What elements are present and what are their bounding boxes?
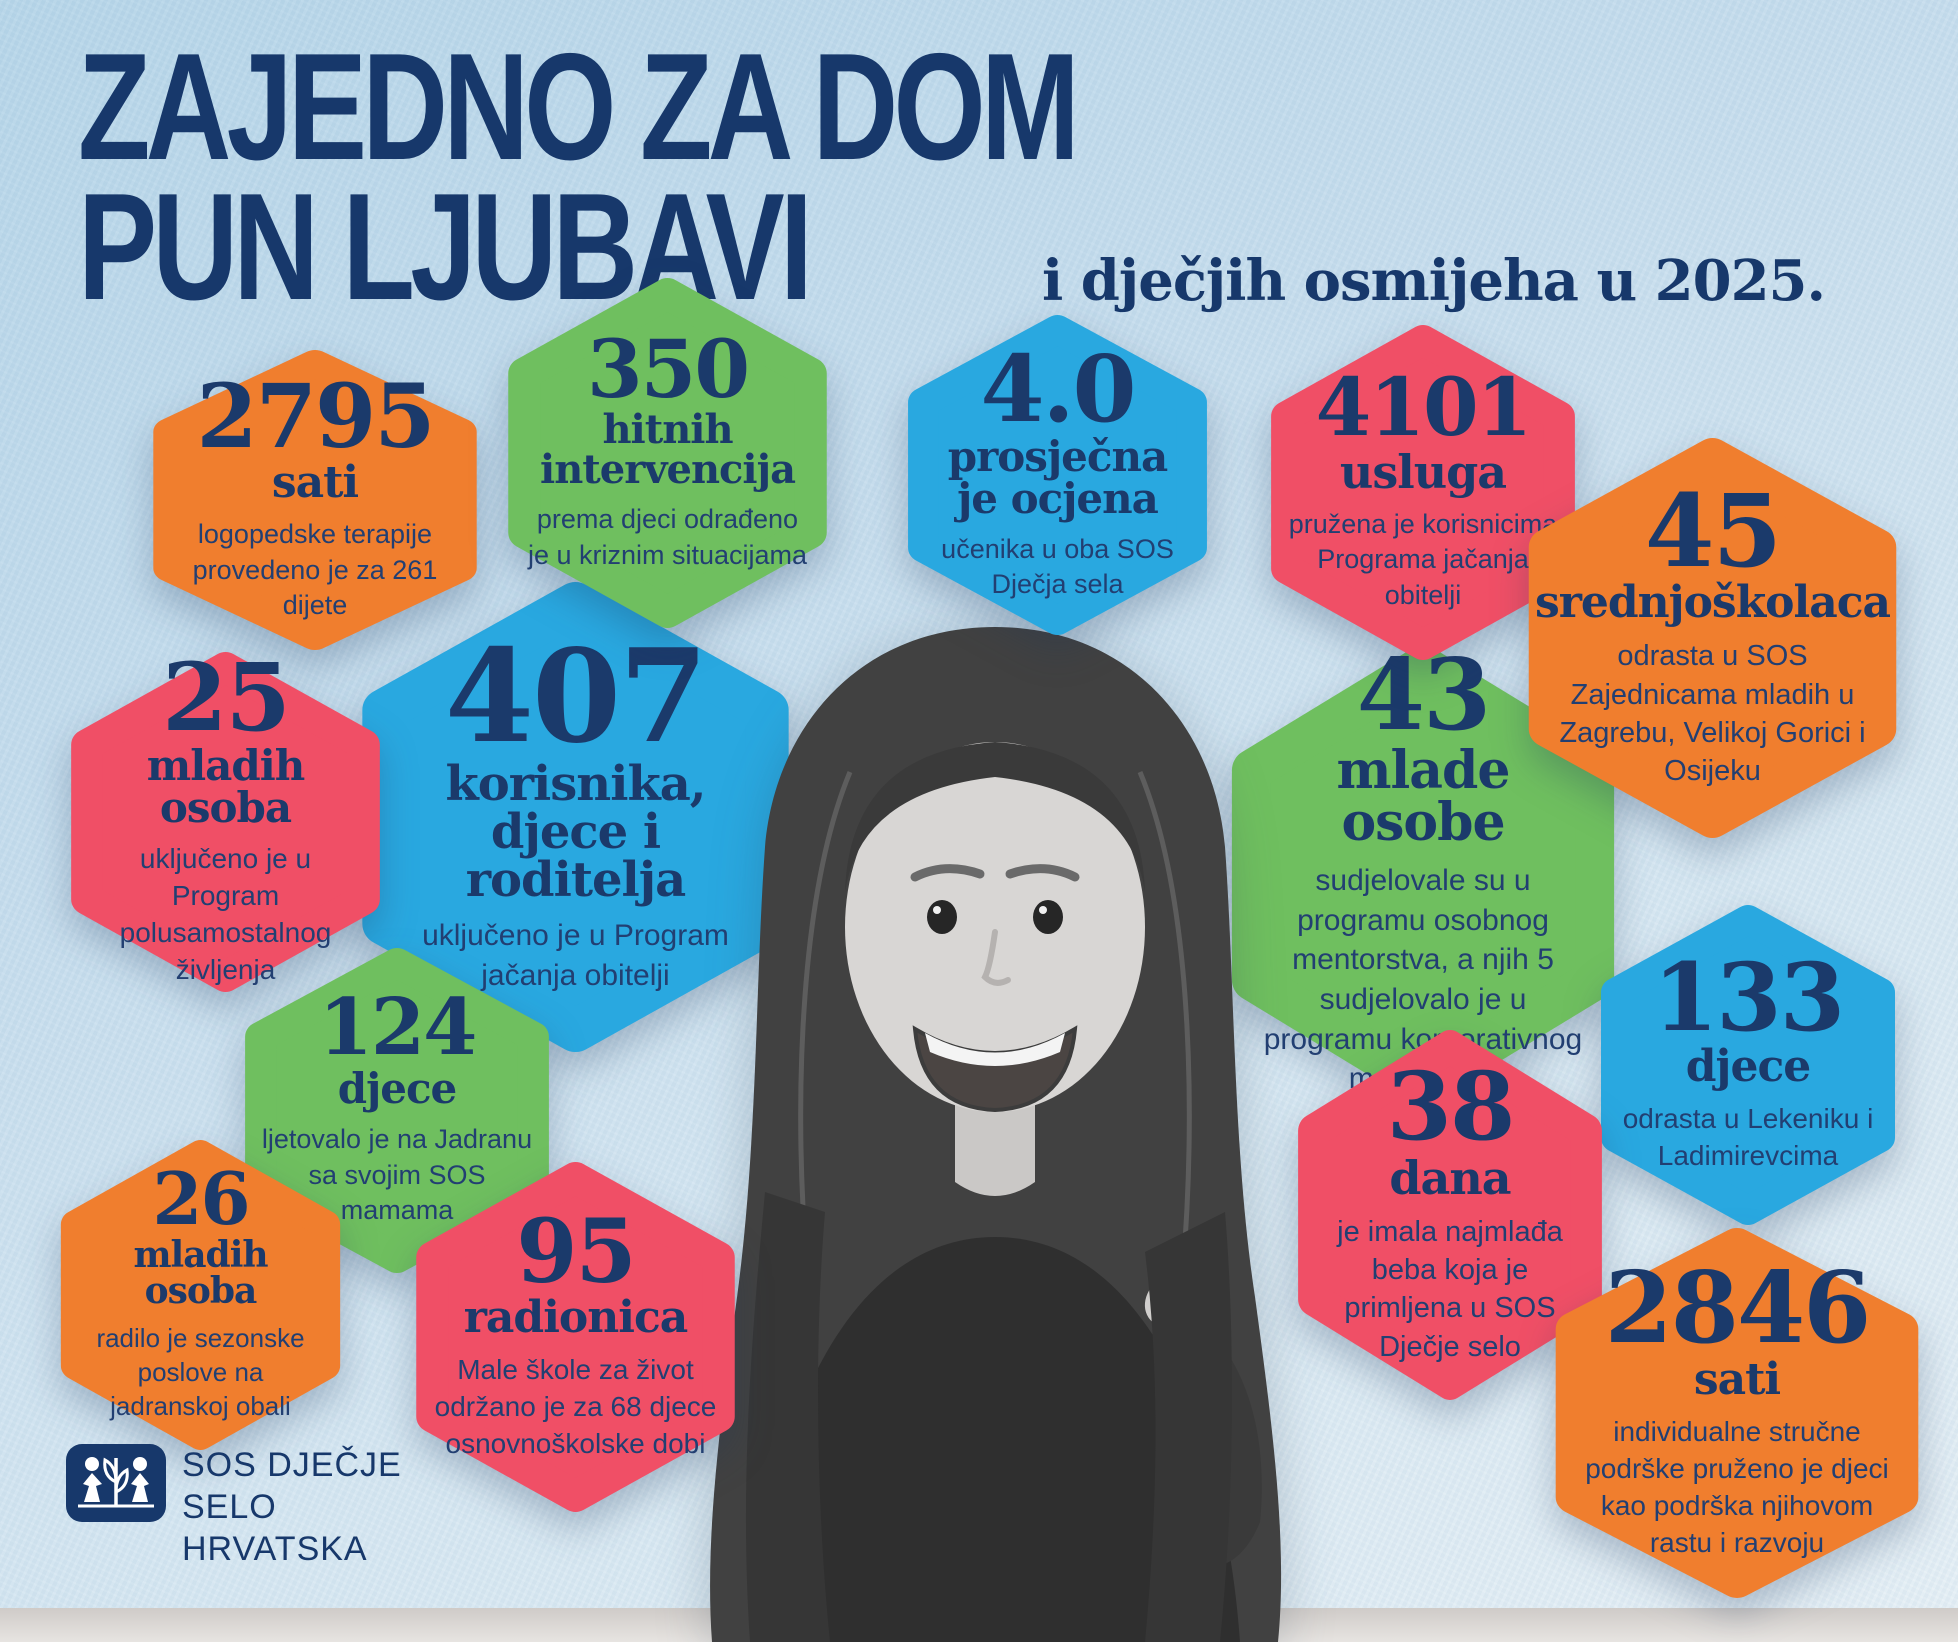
stat-label: dana <box>1389 1150 1511 1205</box>
stat-value: 45 <box>1644 472 1782 591</box>
stat-label: usluga <box>1339 444 1507 499</box>
hexagon-shape <box>71 652 380 992</box>
stat-description: učenika u oba SOS Dječja sela <box>941 533 1174 600</box>
stat-value: 407 <box>444 621 708 772</box>
stat-description: uključeno je u Program polusamostalnog ž… <box>119 843 332 986</box>
stat-hexagon-25-mladih-osoba: 25 mladih osoba uključeno je u Program p… <box>68 642 383 992</box>
stat-value: 38 <box>1386 1052 1516 1163</box>
stat-description: je imala najmlađa beba koja je primljena… <box>1337 1215 1563 1363</box>
stat-description: ljetovalo je na Jadranu sa svojim SOS ma… <box>261 1123 533 1226</box>
stat-label: radionica <box>463 1292 689 1344</box>
hexagon-shape <box>60 1140 341 1450</box>
stat-value: 26 <box>152 1156 250 1242</box>
hexagon-shape <box>1271 325 1575 660</box>
stat-label: srednjoškolaca <box>1534 577 1891 629</box>
stat-description: uključeno je u Program jačanja obitelji <box>422 919 729 992</box>
stat-hexagon-407-korisnika: 407 korisnika, djece i roditelja uključe… <box>358 582 793 1052</box>
hexagon-shape <box>245 948 549 1273</box>
stat-label: mladih osoba <box>133 1233 268 1312</box>
stat-label: djece <box>1685 1041 1811 1093</box>
stat-description: Male škole za život održano je za 68 dje… <box>434 1354 717 1459</box>
stat-hexagon-350-intervencija: 350 hitnih intervencija prema djeci odra… <box>505 278 830 628</box>
stat-value: 43 <box>1356 638 1491 754</box>
stat-value: 133 <box>1652 942 1845 1053</box>
logo-text-line-1: SOS DJEČJE <box>182 1446 402 1484</box>
stat-hexagon-2846-sati: 2846 sati individualne stručne podrške p… <box>1552 1228 1922 1598</box>
hexagon-shape <box>508 278 827 628</box>
stat-value: 4.0 <box>980 335 1136 444</box>
hexagon-shape <box>1601 905 1895 1225</box>
hexagon-shape <box>1528 438 1897 838</box>
logo-text: SOS DJEČJE SELO HRVATSKA <box>182 1444 402 1570</box>
stat-label: sati <box>271 457 359 509</box>
stat-label: prosječna je ocjena <box>947 431 1168 523</box>
stat-hexagon-4101-usluga: 4101 usluga pružena je korisnicima Progr… <box>1268 325 1578 660</box>
hexagon-shape <box>416 1162 735 1512</box>
stat-description: odrasta u SOS Zajednicama mladih u Zagre… <box>1559 640 1866 788</box>
logo-text-line-2: SELO <box>182 1488 277 1527</box>
stat-label: hitnih intervencija <box>540 406 796 494</box>
stat-description: pružena je korisnicima Programa jačanja … <box>1288 508 1558 611</box>
hexagon-shape <box>908 315 1207 635</box>
logo-text-line-3: HRVATSKA <box>182 1530 368 1569</box>
stat-hexagon-26-mladih-osoba: 26 mladih osoba radilo je sezonske poslo… <box>58 1140 343 1450</box>
hexagon-shape <box>1298 1030 1602 1400</box>
hexagon-shape <box>1555 1228 1919 1598</box>
stat-hexagon-45-srednjoskolaca: 45 srednjoškolaca odrasta u SOS Zajednic… <box>1525 438 1900 838</box>
stat-label: mladih osoba <box>146 741 305 833</box>
stat-description: logopedske terapije provedeno je za 261 … <box>192 519 438 621</box>
stat-description: odrasta u Lekeniku i Ladimirevcima <box>1622 1103 1874 1172</box>
stat-label: djece <box>337 1063 458 1113</box>
title-line-1: ZAJEDNO ZA DOM <box>78 22 1080 192</box>
stat-hexagon-133-djece: 133 djece odrasta u Lekeniku i Ladimirev… <box>1598 905 1898 1225</box>
stat-hexagon-124-djece: 124 djece ljetovalo je na Jadranu sa svo… <box>242 948 552 1273</box>
stat-label: korisnika, djece i roditelja <box>445 756 706 909</box>
stat-value: 25 <box>162 642 291 753</box>
hexagon-shape <box>362 582 789 1052</box>
page-subtitle: i dječjih osmijeha u 2025. <box>1042 248 1826 314</box>
stat-description: prema djeci odrađeno je u kriznim situac… <box>527 504 808 570</box>
stat-description: radilo je sezonske poslove na jadranskoj… <box>96 1322 305 1422</box>
sos-logo-icon <box>66 1444 166 1522</box>
page-title: ZAJEDNO ZA DOM PUN LJUBAVI <box>78 22 1080 323</box>
hexagon-shape <box>153 350 477 650</box>
stat-hexagon-95-radionica: 95 radionica Male škole za život održano… <box>413 1162 738 1512</box>
girl-photo <box>710 627 1282 1642</box>
stat-value: 2846 <box>1604 1251 1872 1367</box>
stat-hexagon-38-dana: 38 dana je imala najmlađa beba koja je p… <box>1295 1030 1605 1400</box>
sos-logo: SOS DJEČJE SELO HRVATSKA <box>66 1444 402 1570</box>
stat-value: 4101 <box>1315 360 1533 455</box>
stat-description: individualne stručne podrške pruženo je … <box>1585 1416 1889 1559</box>
stat-label: mlade osobe <box>1336 740 1511 854</box>
stat-hexagon-4-0-ocjena: 4.0 prosječna je ocjena učenika u oba SO… <box>905 315 1210 635</box>
stat-value: 350 <box>587 321 750 416</box>
stat-value: 95 <box>516 1199 636 1304</box>
stat-value: 2795 <box>196 364 436 469</box>
stat-label: sati <box>1693 1354 1781 1406</box>
stat-value: 124 <box>318 982 478 1074</box>
stat-hexagon-2795-sati: 2795 sati logopedske terapije provedeno … <box>150 350 480 650</box>
